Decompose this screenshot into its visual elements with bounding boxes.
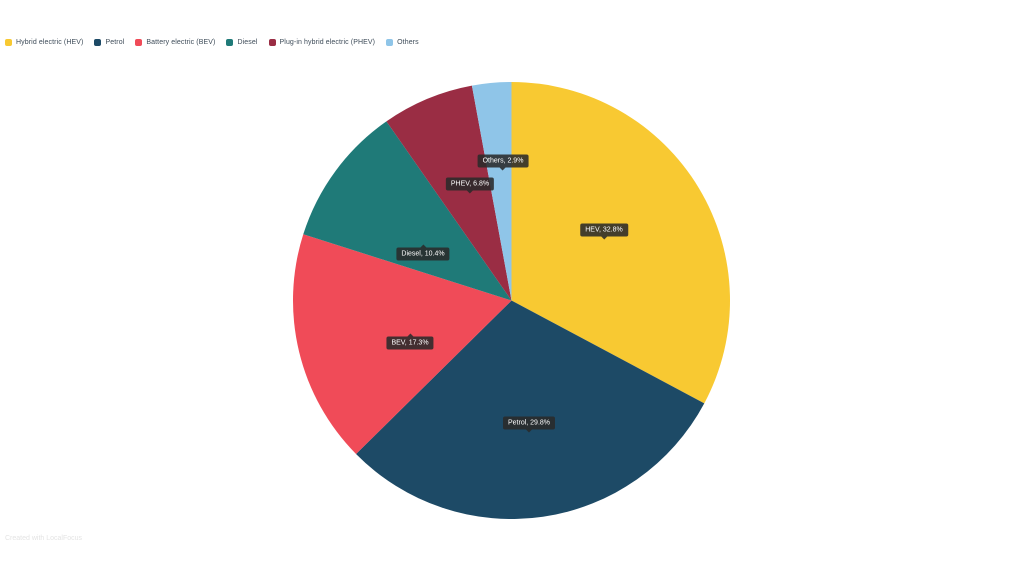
legend-item-diesel[interactable]: Diesel (226, 39, 257, 46)
legend-label: Hybrid electric (HEV) (16, 39, 84, 46)
watermark: Created with LocalFocus (5, 535, 83, 542)
legend-item-petrol[interactable]: Petrol (94, 39, 124, 46)
legend-swatch-icon (226, 39, 234, 46)
slice-label-battery-electric-bev: BEV, 17.3% (386, 336, 434, 350)
legend-item-plug-in-hybrid-electric-phev[interactable]: Plug-in hybrid electric (PHEV) (268, 39, 376, 46)
legend-item-others[interactable]: Others (386, 39, 419, 46)
legend-swatch-icon (94, 39, 102, 46)
slice-label-plug-in-hybrid-electric-phev: PHEV, 6.8% (445, 177, 495, 191)
legend-label: Petrol (105, 39, 125, 46)
legend-label: Plug-in hybrid electric (PHEV) (279, 39, 376, 46)
legend-item-battery-electric-bev[interactable]: Battery electric (BEV) (135, 39, 215, 46)
legend-label: Others (397, 39, 419, 46)
legend-label: Diesel (237, 39, 258, 46)
pie-slice-hybrid-electric-hev[interactable] (511, 82, 731, 404)
legend-label: Battery electric (BEV) (146, 39, 216, 46)
pie-slice-diesel[interactable] (303, 121, 512, 301)
slice-label-petrol: Petrol, 29.8% (502, 416, 556, 430)
legend-swatch-icon (135, 39, 143, 46)
pie-slice-others[interactable] (471, 82, 512, 301)
slice-label-hybrid-electric-hev: HEV, 32.8% (580, 223, 628, 237)
legend-swatch-icon (268, 39, 276, 46)
pie-slice-plug-in-hybrid-electric-phev[interactable] (386, 85, 512, 301)
legend-swatch-icon (5, 39, 12, 46)
legend-swatch-icon (386, 39, 394, 46)
slice-label-others: Others, 2.9% (477, 154, 529, 168)
legend: Hybrid electric (HEV) Petrol Battery elect… (5, 39, 419, 46)
legend-item-hybrid-electric-hev[interactable]: Hybrid electric (HEV) (5, 39, 83, 46)
pie-slice-petrol[interactable] (356, 300, 705, 520)
slice-label-diesel: Diesel, 10.4% (396, 247, 450, 261)
pie-slices-group (292, 82, 731, 520)
